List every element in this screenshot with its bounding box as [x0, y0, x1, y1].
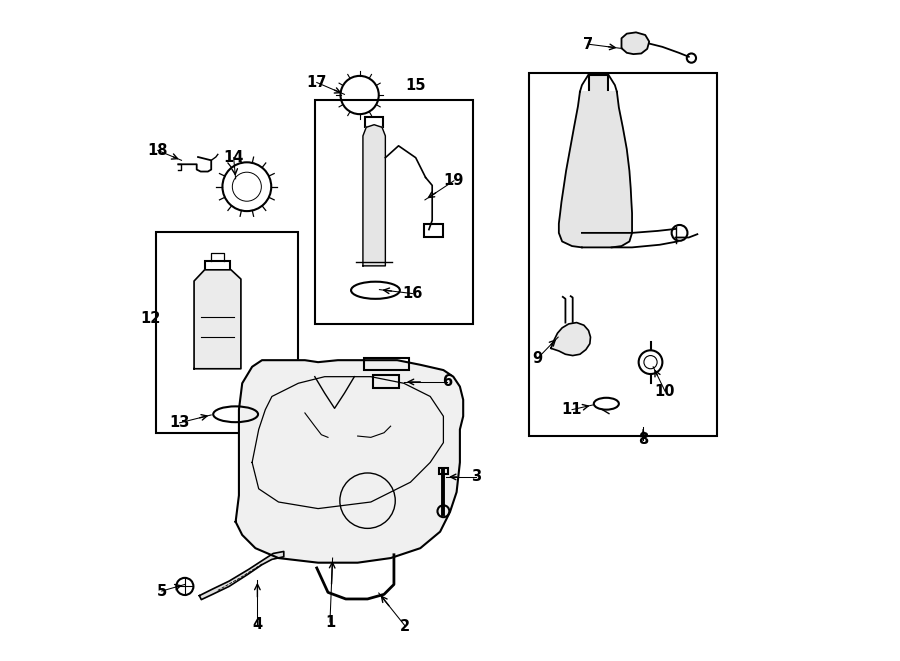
- Bar: [204, 261, 230, 274]
- Text: 11: 11: [562, 402, 582, 417]
- Bar: [589, 75, 608, 96]
- Text: 3: 3: [472, 469, 482, 485]
- Polygon shape: [363, 125, 385, 266]
- Text: 13: 13: [169, 415, 190, 430]
- Text: 16: 16: [402, 286, 423, 301]
- Text: 9: 9: [533, 351, 543, 366]
- Text: 14: 14: [223, 150, 244, 165]
- Polygon shape: [551, 323, 590, 356]
- Polygon shape: [559, 92, 632, 247]
- Bar: [373, 375, 400, 388]
- Text: 5: 5: [157, 584, 166, 599]
- Bar: [424, 224, 444, 237]
- Text: 18: 18: [148, 143, 168, 158]
- Bar: [364, 358, 410, 370]
- Polygon shape: [194, 270, 241, 369]
- Text: 1: 1: [325, 615, 335, 629]
- Bar: [364, 117, 383, 128]
- Polygon shape: [622, 32, 649, 54]
- Bar: [157, 231, 298, 433]
- Polygon shape: [236, 360, 464, 563]
- Text: 8: 8: [638, 432, 648, 447]
- Text: 10: 10: [655, 383, 675, 399]
- Text: 4: 4: [252, 617, 263, 631]
- Text: 2: 2: [400, 619, 410, 633]
- Text: 12: 12: [140, 311, 161, 326]
- Text: 19: 19: [444, 173, 464, 188]
- Bar: [439, 469, 448, 474]
- Polygon shape: [199, 551, 284, 600]
- Text: 6: 6: [442, 374, 452, 389]
- Text: 15: 15: [406, 77, 426, 93]
- Text: 7: 7: [583, 37, 594, 52]
- Bar: [315, 100, 473, 324]
- Bar: [529, 73, 717, 436]
- Text: 17: 17: [307, 75, 327, 90]
